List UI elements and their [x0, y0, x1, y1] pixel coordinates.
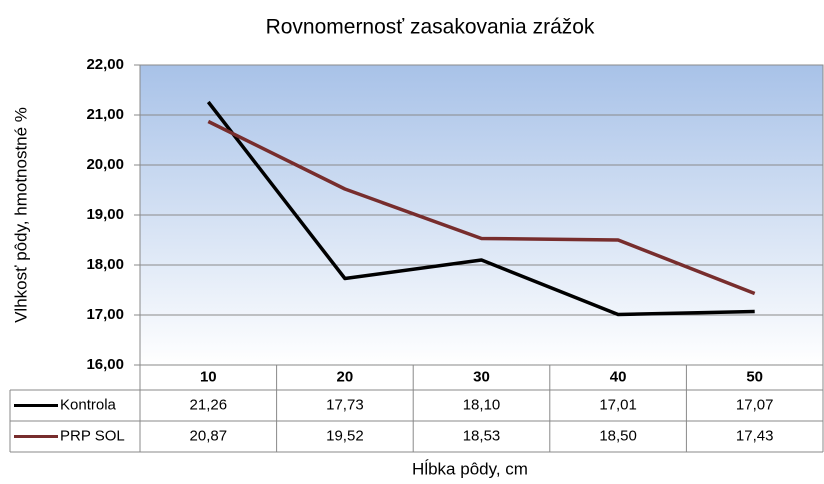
table-value: 18,50	[599, 427, 637, 444]
table-value: 20,87	[190, 427, 228, 444]
y-tick-label: 17,00	[86, 306, 124, 323]
table-value: 18,10	[463, 396, 501, 413]
x-axis-title: Hĺbka pôdy, cm	[412, 459, 528, 478]
table-value: 21,26	[190, 396, 228, 413]
y-tick-label: 20,00	[86, 156, 124, 173]
x-tick-label: 30	[473, 368, 490, 385]
table-value: 17,43	[736, 427, 774, 444]
legend-label: Kontrola	[60, 396, 117, 413]
y-axis-title: Vlhkosť pôdy, hmotnostné %	[11, 107, 30, 323]
y-tick-label: 19,00	[86, 206, 124, 223]
y-tick-label: 16,00	[86, 356, 124, 373]
y-tick-label: 18,00	[86, 256, 124, 273]
legend-label: PRP SOL	[60, 427, 125, 444]
table-value: 17,73	[326, 396, 364, 413]
x-tick-label: 10	[200, 368, 217, 385]
table-value: 18,53	[463, 427, 501, 444]
y-tick-label: 21,00	[86, 106, 124, 123]
table-value: 19,52	[326, 427, 364, 444]
x-tick-label: 50	[746, 368, 763, 385]
x-tick-label: 40	[610, 368, 627, 385]
chart-title: Rovnomernosť zasakovania zrážok	[266, 16, 595, 39]
table-value: 17,07	[736, 396, 774, 413]
table-value: 17,01	[599, 396, 637, 413]
series-line	[207, 119, 756, 296]
y-tick-label: 22,00	[86, 56, 124, 73]
x-tick-label: 20	[337, 368, 354, 385]
series-line	[206, 100, 755, 317]
